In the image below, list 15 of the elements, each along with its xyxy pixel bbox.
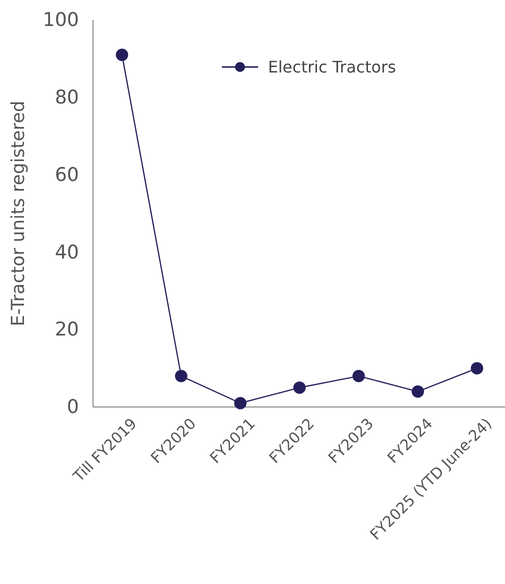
y-tick-label: 80 xyxy=(54,86,79,108)
y-tick-label: 0 xyxy=(66,396,79,418)
point xyxy=(412,385,424,398)
point xyxy=(174,370,188,382)
y-tick-label: 20 xyxy=(54,318,79,341)
point xyxy=(470,362,484,374)
y-tick-label: 100 xyxy=(42,9,79,32)
point xyxy=(116,48,128,61)
y-tick-label: 60 xyxy=(54,164,79,186)
point xyxy=(352,370,365,382)
y-axis-title: E-Tractor units registered xyxy=(8,100,29,326)
point xyxy=(293,381,306,394)
point xyxy=(234,396,247,410)
legend-label: Electric Tractors xyxy=(268,58,396,77)
y-tick-label: 40 xyxy=(54,241,79,264)
